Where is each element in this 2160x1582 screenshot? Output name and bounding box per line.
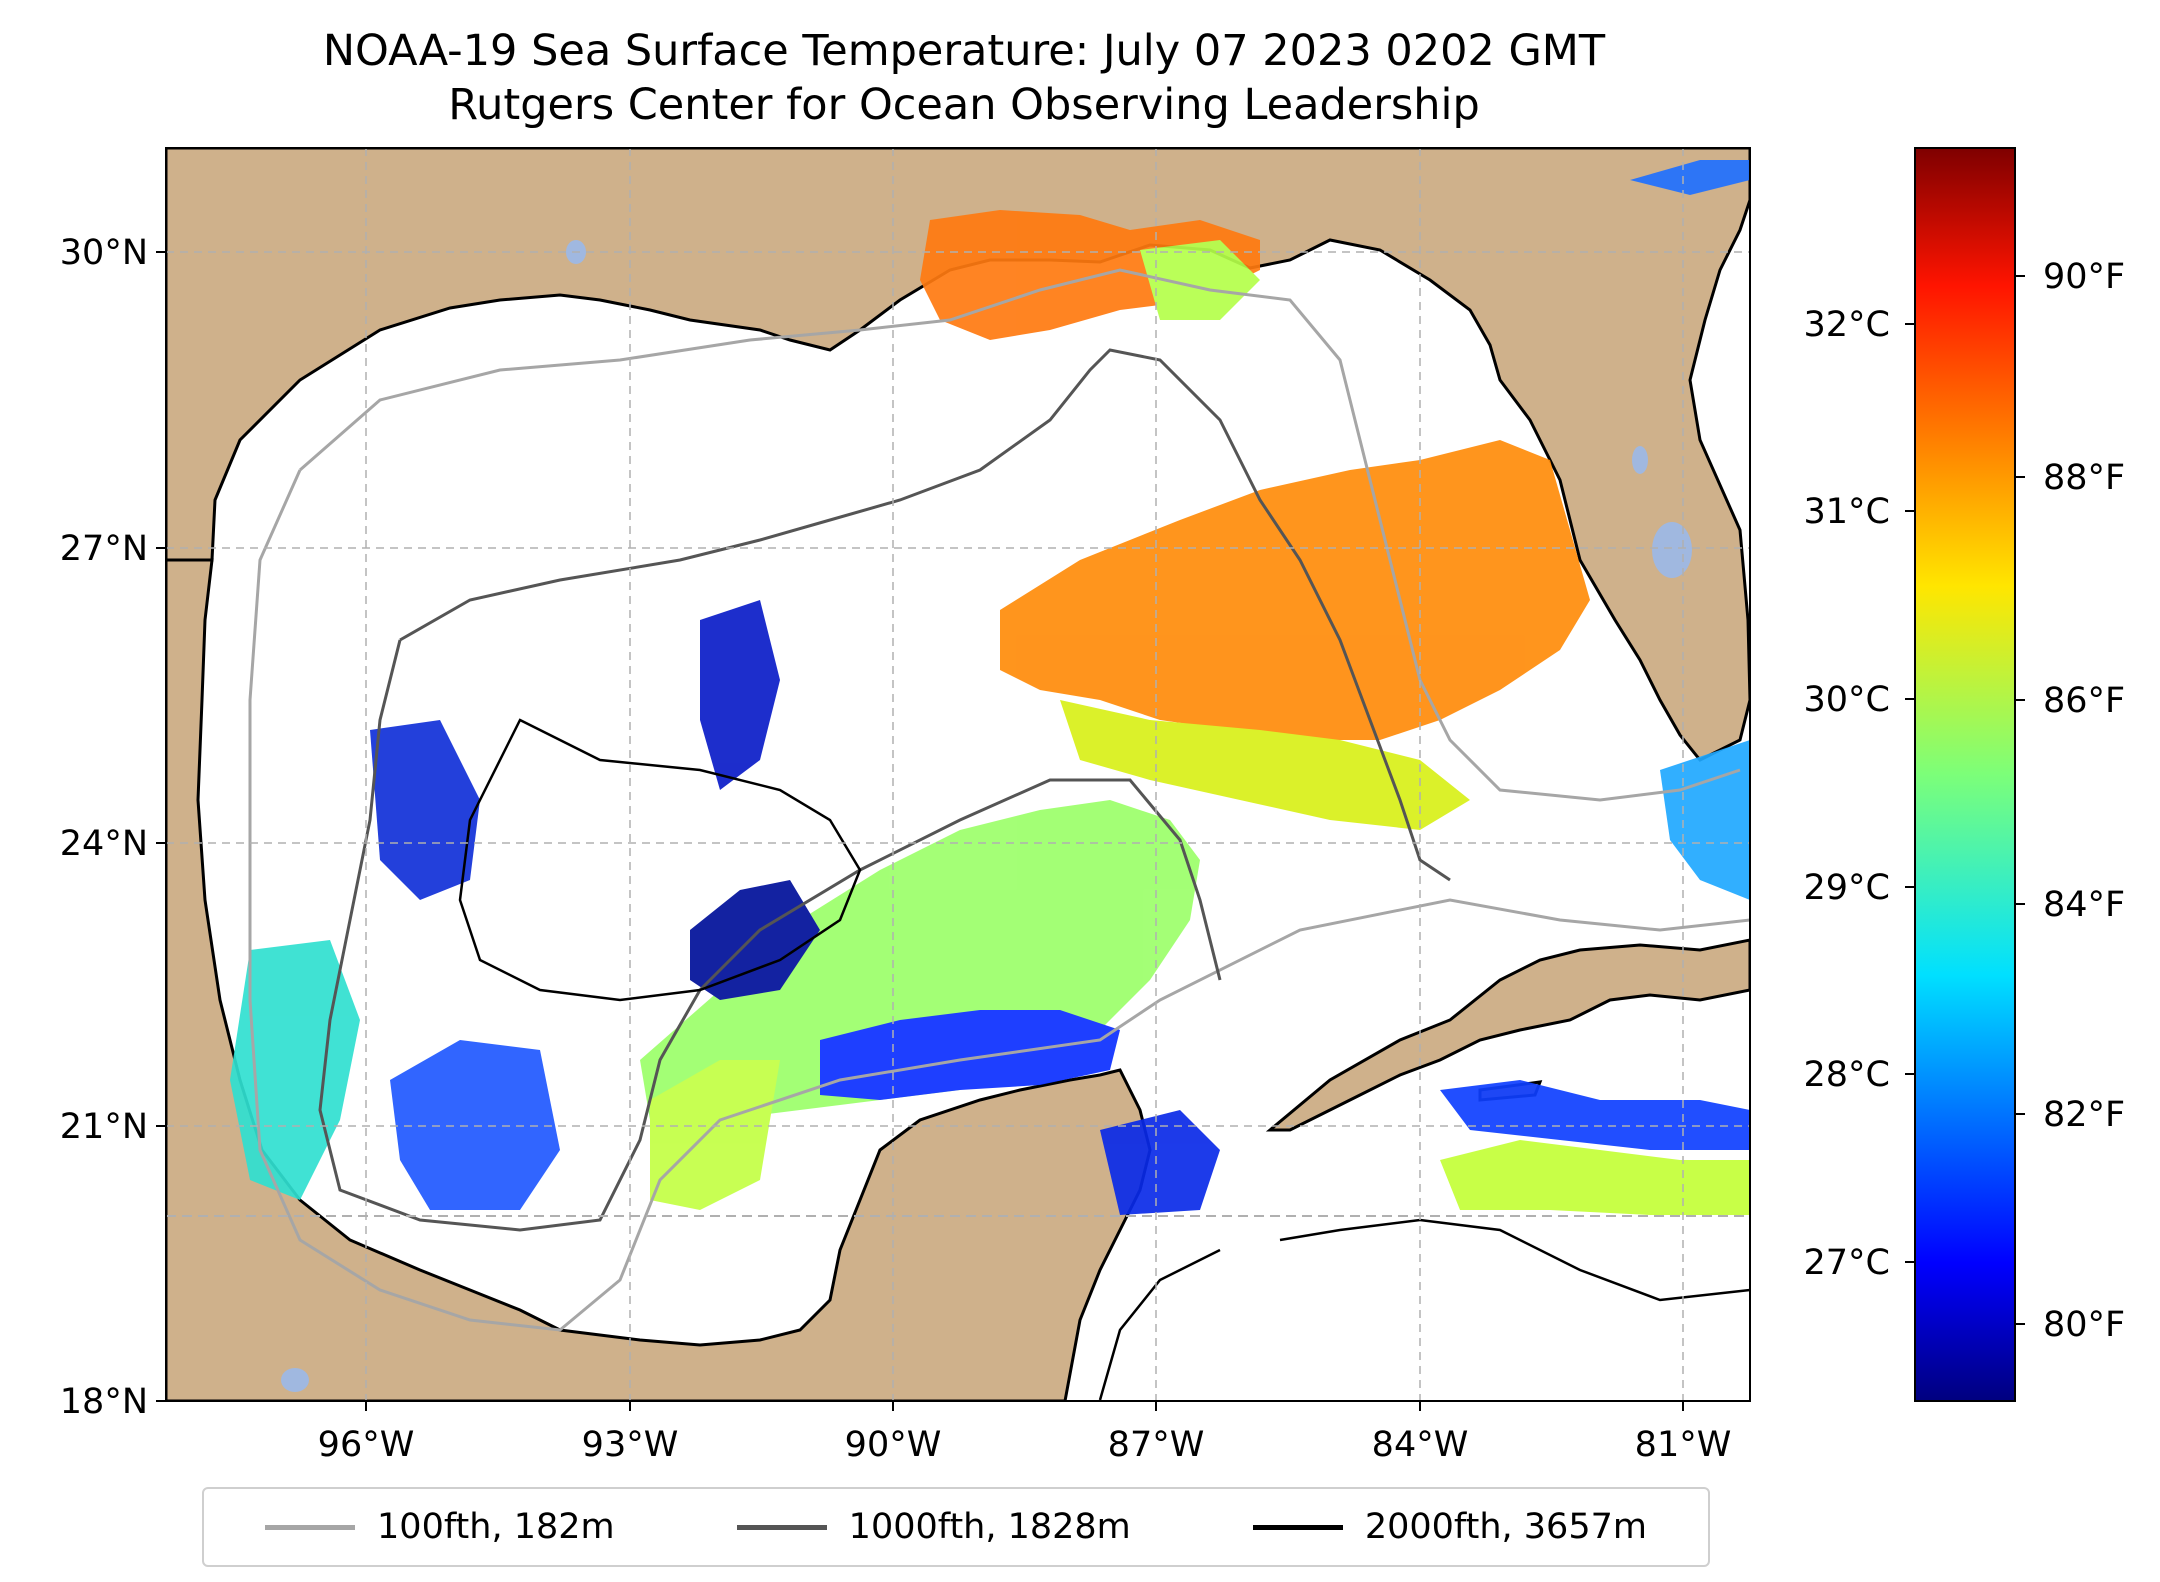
contour-100fth <box>248 469 1750 1332</box>
legend-line-icon <box>736 1524 827 1530</box>
fahrenheit-label: 88°F <box>2043 458 2125 498</box>
bathymetry-legend: 100fth, 182m 1000fth, 1828m 2000fth, 365… <box>202 1487 1710 1567</box>
legend-item-2000fth: 2000fth, 3657m <box>1252 1507 1647 1547</box>
colorbar <box>1914 147 2016 1402</box>
celsius-label: 29°C <box>1804 868 1890 908</box>
contour-100fth <box>299 268 1741 802</box>
lat-label: 18°N <box>60 1382 148 1422</box>
lon-label: 84°W <box>1372 1425 1469 1465</box>
legend-line-icon <box>265 1524 356 1530</box>
map-title: NOAA-19 Sea Surface Temperature: July 07… <box>322 26 1606 76</box>
legend-item-1000fth: 1000fth, 1828m <box>736 1507 1131 1547</box>
lon-label: 87°W <box>1108 1425 1205 1465</box>
fahrenheit-label: 80°F <box>2043 1305 2125 1345</box>
bathymetry-contours <box>248 268 1750 1401</box>
legend-label: 2000fth, 3657m <box>1364 1507 1647 1547</box>
celsius-label: 27°C <box>1804 1243 1890 1283</box>
contour-1000fth <box>399 348 1451 882</box>
lon-label: 93°W <box>582 1425 679 1465</box>
map-frame <box>165 147 1751 1402</box>
gridlines <box>166 148 1750 1401</box>
lon-label: 90°W <box>845 1425 942 1465</box>
celsius-label: 30°C <box>1804 680 1890 720</box>
contour-2000fth <box>458 718 862 1002</box>
legend-label: 1000fth, 1828m <box>848 1507 1131 1547</box>
celsius-label: 31°C <box>1804 492 1890 532</box>
legend-line-icon <box>1252 1524 1343 1530</box>
lat-label: 21°N <box>60 1107 148 1147</box>
lakes <box>281 240 1692 1392</box>
fahrenheit-label: 84°F <box>2043 885 2125 925</box>
lat-tick-marks <box>156 251 166 1402</box>
lon-label: 81°W <box>1635 1425 1732 1465</box>
contour-2000fth <box>1098 1248 1221 1401</box>
lat-label: 24°N <box>60 824 148 864</box>
map-area <box>166 148 1750 1401</box>
fahrenheit-label: 82°F <box>2043 1095 2125 1135</box>
lat-label: 27°N <box>60 529 148 569</box>
map-subtitle: Rutgers Center for Ocean Observing Leade… <box>448 80 1480 130</box>
celsius-tick-marks <box>1905 323 1915 1263</box>
fahrenheit-label: 90°F <box>2043 257 2125 297</box>
fahrenheit-tick-marks <box>2015 275 2025 1325</box>
lat-label: 30°N <box>60 233 148 273</box>
contour-2000fth <box>1279 1218 1750 1302</box>
celsius-label: 28°C <box>1804 1055 1890 1095</box>
lon-label: 96°W <box>318 1425 415 1465</box>
celsius-label: 32°C <box>1804 305 1890 345</box>
lon-tick-marks <box>365 1401 1684 1411</box>
legend-label: 100fth, 182m <box>377 1507 615 1547</box>
legend-item-100fth: 100fth, 182m <box>265 1507 615 1547</box>
contour-1000fth <box>318 639 1222 1232</box>
fahrenheit-label: 86°F <box>2043 681 2125 721</box>
